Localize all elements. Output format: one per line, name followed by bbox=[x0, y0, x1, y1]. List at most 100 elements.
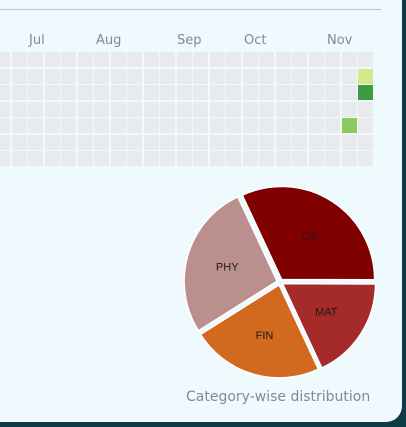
heatmap-cell[interactable] bbox=[0, 68, 10, 84]
heatmap-cell[interactable] bbox=[275, 134, 291, 150]
heatmap-cell[interactable] bbox=[176, 101, 192, 117]
heatmap-cell[interactable] bbox=[176, 118, 192, 133]
heatmap-cell[interactable] bbox=[110, 101, 126, 117]
heatmap-cell[interactable] bbox=[308, 151, 324, 166]
heatmap-cell[interactable] bbox=[226, 118, 241, 133]
heatmap-cell[interactable] bbox=[358, 52, 373, 67]
heatmap-cell[interactable] bbox=[308, 118, 324, 133]
heatmap-cell[interactable] bbox=[127, 52, 142, 67]
heatmap-cell[interactable] bbox=[325, 151, 340, 166]
heatmap-cell[interactable] bbox=[209, 85, 225, 100]
heatmap-cell[interactable] bbox=[209, 118, 225, 133]
heatmap-cell[interactable] bbox=[259, 151, 274, 166]
heatmap-cell[interactable] bbox=[61, 134, 76, 150]
heatmap-cell[interactable] bbox=[11, 101, 27, 117]
heatmap-cell[interactable] bbox=[11, 68, 27, 84]
heatmap-cell[interactable] bbox=[44, 101, 60, 117]
heatmap-cell[interactable] bbox=[77, 118, 93, 133]
heatmap-cell[interactable] bbox=[0, 52, 10, 67]
heatmap-cell[interactable] bbox=[44, 68, 60, 84]
heatmap-cell[interactable] bbox=[341, 52, 357, 67]
heatmap-cell[interactable] bbox=[308, 68, 324, 84]
heatmap-cell[interactable] bbox=[341, 101, 357, 117]
heatmap-cell[interactable] bbox=[160, 85, 175, 100]
heatmap-cell[interactable] bbox=[259, 68, 274, 84]
heatmap-cell[interactable] bbox=[160, 134, 175, 150]
heatmap-cell[interactable] bbox=[61, 68, 76, 84]
heatmap-cell[interactable] bbox=[292, 85, 307, 100]
heatmap-cell[interactable] bbox=[11, 118, 27, 133]
heatmap-cell[interactable] bbox=[308, 52, 324, 67]
heatmap-cell[interactable] bbox=[209, 151, 225, 166]
heatmap-cell[interactable] bbox=[94, 151, 109, 166]
heatmap-cell[interactable] bbox=[226, 151, 241, 166]
heatmap-cell[interactable] bbox=[127, 101, 142, 117]
heatmap-cell[interactable] bbox=[94, 52, 109, 67]
heatmap-cell[interactable] bbox=[28, 52, 43, 67]
heatmap-cell[interactable] bbox=[61, 52, 76, 67]
heatmap-cell[interactable] bbox=[341, 151, 357, 166]
heatmap-cell[interactable] bbox=[0, 134, 10, 150]
heatmap-cell[interactable] bbox=[77, 101, 93, 117]
heatmap-cell[interactable] bbox=[292, 52, 307, 67]
heatmap-cell-active[interactable] bbox=[358, 85, 373, 100]
heatmap-cell[interactable] bbox=[110, 134, 126, 150]
heatmap-cell[interactable] bbox=[110, 151, 126, 166]
heatmap-cell[interactable] bbox=[176, 85, 192, 100]
heatmap-cell[interactable] bbox=[259, 101, 274, 117]
heatmap-cell[interactable] bbox=[292, 134, 307, 150]
heatmap-cell[interactable] bbox=[143, 68, 159, 84]
heatmap-cell[interactable] bbox=[341, 68, 357, 84]
heatmap-cell[interactable] bbox=[28, 68, 43, 84]
heatmap-cell[interactable] bbox=[0, 151, 10, 166]
heatmap-cell[interactable] bbox=[226, 52, 241, 67]
heatmap-cell[interactable] bbox=[110, 52, 126, 67]
heatmap-cell[interactable] bbox=[110, 118, 126, 133]
heatmap-cell[interactable] bbox=[275, 68, 291, 84]
heatmap-cell[interactable] bbox=[61, 85, 76, 100]
heatmap-cell[interactable] bbox=[292, 118, 307, 133]
heatmap-cell[interactable] bbox=[226, 134, 241, 150]
heatmap-cell[interactable] bbox=[341, 85, 357, 100]
heatmap-cell-active[interactable] bbox=[341, 118, 357, 133]
heatmap-cell[interactable] bbox=[341, 134, 357, 150]
heatmap-cell[interactable] bbox=[275, 85, 291, 100]
heatmap-cell[interactable] bbox=[0, 101, 10, 117]
heatmap-cell[interactable] bbox=[143, 134, 159, 150]
heatmap-cell[interactable] bbox=[110, 68, 126, 84]
heatmap-cell[interactable] bbox=[209, 101, 225, 117]
heatmap-cell[interactable] bbox=[127, 134, 142, 150]
heatmap-cell[interactable] bbox=[193, 52, 208, 67]
heatmap-cell[interactable] bbox=[94, 134, 109, 150]
heatmap-cell[interactable] bbox=[325, 68, 340, 84]
heatmap-cell[interactable] bbox=[275, 151, 291, 166]
heatmap-cell[interactable] bbox=[143, 85, 159, 100]
heatmap-cell[interactable] bbox=[242, 118, 258, 133]
heatmap-cell[interactable] bbox=[28, 85, 43, 100]
heatmap-cell[interactable] bbox=[11, 85, 27, 100]
heatmap-cell[interactable] bbox=[94, 101, 109, 117]
heatmap-cell[interactable] bbox=[259, 52, 274, 67]
heatmap-cell[interactable] bbox=[77, 52, 93, 67]
heatmap-cell[interactable] bbox=[143, 52, 159, 67]
heatmap-cell[interactable] bbox=[160, 118, 175, 133]
pie-slice-cs[interactable] bbox=[241, 185, 376, 281]
heatmap-cell[interactable] bbox=[176, 68, 192, 84]
heatmap-cell[interactable] bbox=[242, 68, 258, 84]
heatmap-cell[interactable] bbox=[226, 85, 241, 100]
heatmap-cell[interactable] bbox=[275, 101, 291, 117]
heatmap-cell[interactable] bbox=[0, 85, 10, 100]
heatmap-cell[interactable] bbox=[242, 52, 258, 67]
heatmap-cell[interactable] bbox=[127, 151, 142, 166]
heatmap-cell[interactable] bbox=[308, 101, 324, 117]
heatmap-cell[interactable] bbox=[127, 85, 142, 100]
heatmap-cell[interactable] bbox=[0, 118, 10, 133]
heatmap-cell[interactable] bbox=[61, 101, 76, 117]
heatmap-cell[interactable] bbox=[193, 85, 208, 100]
heatmap-cell[interactable] bbox=[193, 151, 208, 166]
heatmap-cell[interactable] bbox=[193, 101, 208, 117]
heatmap-cell[interactable] bbox=[193, 134, 208, 150]
heatmap-cell[interactable] bbox=[242, 85, 258, 100]
heatmap-cell[interactable] bbox=[325, 134, 340, 150]
heatmap-cell-active[interactable] bbox=[358, 68, 373, 84]
